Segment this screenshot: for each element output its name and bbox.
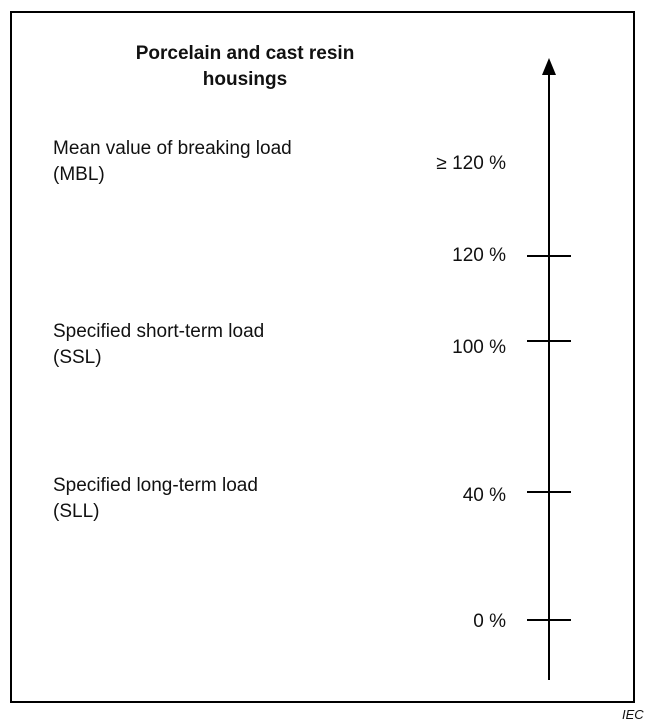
load-name: Mean value of breaking load (53, 138, 292, 159)
scale-label: 40 % (463, 485, 506, 506)
load-abbr: (SSL) (53, 347, 102, 368)
load-name: Specified long-term load (53, 475, 258, 496)
load-abbr: (SLL) (53, 501, 99, 522)
frame (10, 11, 635, 703)
scale-label: 100 % (452, 337, 506, 358)
title-line: housings (203, 69, 287, 90)
arrow-head (542, 58, 556, 75)
scale-label: 0 % (473, 611, 506, 632)
footer: IEC (622, 707, 644, 722)
load-abbr: (MBL) (53, 164, 105, 185)
scale-label: 120 % (452, 245, 506, 266)
load-name: Specified short-term load (53, 321, 264, 342)
title-line: Porcelain and cast resin (136, 43, 355, 64)
level-label: ≥ 120 % (436, 153, 506, 174)
